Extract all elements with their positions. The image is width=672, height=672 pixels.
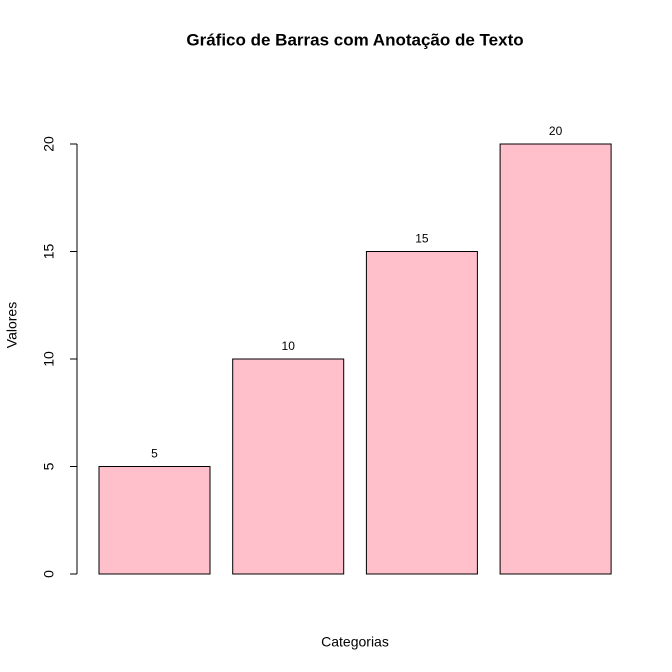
x-axis-label: Categorias bbox=[321, 634, 389, 650]
data-label: 5 bbox=[151, 447, 158, 461]
data-label: 10 bbox=[282, 339, 296, 353]
y-axis-label: Valores bbox=[4, 302, 20, 348]
y-tick-label: 15 bbox=[41, 244, 57, 260]
data-label: 20 bbox=[549, 124, 563, 138]
y-tick-label: 0 bbox=[41, 570, 57, 578]
chart-title: Gráfico de Barras com Anotação de Texto bbox=[186, 30, 523, 49]
y-tick-label: 5 bbox=[41, 462, 57, 470]
y-tick-label: 10 bbox=[41, 351, 57, 367]
bar bbox=[365, 251, 478, 575]
y-tick-label: 20 bbox=[41, 136, 57, 152]
bar bbox=[232, 358, 345, 575]
data-label: 15 bbox=[415, 232, 429, 246]
bar bbox=[499, 143, 612, 575]
bar bbox=[98, 466, 211, 575]
